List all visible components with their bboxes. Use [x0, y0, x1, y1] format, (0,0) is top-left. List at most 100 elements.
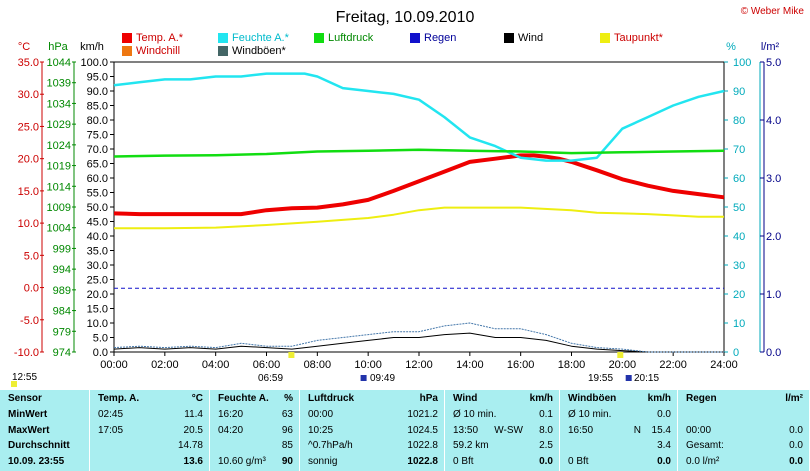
- tick-kmh: 55.0: [87, 188, 108, 200]
- series-temp-a: [113, 153, 725, 217]
- legend-swatch: [122, 33, 132, 43]
- tick-celsius: 35.0: [18, 57, 39, 69]
- marker-sunset: 19:55: [588, 373, 614, 384]
- tick-percent: 10: [733, 318, 745, 330]
- legend-swatch: [218, 33, 228, 43]
- panel-cell-label: 02:45: [98, 409, 124, 420]
- panel-cell-value: 13.6: [183, 456, 203, 467]
- tick-hpa: 974: [53, 347, 71, 359]
- legend-entry: Taupunkt*: [600, 32, 663, 44]
- tick-kmh: 50.0: [87, 202, 108, 214]
- panel-header: Sensor: [8, 393, 42, 404]
- tick-kmh: 85.0: [87, 101, 108, 113]
- legend-label: Luftdruck: [328, 32, 374, 44]
- plot-frame: [113, 61, 725, 353]
- tick-hpa: 1029: [47, 119, 71, 131]
- marker-left-time: 12:55: [12, 372, 38, 383]
- panel-unit: l/m²: [785, 393, 803, 404]
- panel-cell-label: 17:05: [98, 425, 124, 436]
- panel-cell-label: 10.09. 23:55: [8, 456, 65, 467]
- panel-cell-value: 14.78: [177, 440, 203, 451]
- panel-cell-label: 04:20: [218, 425, 244, 436]
- chart-title: Freitag, 10.09.2010: [336, 9, 475, 26]
- tick-hpa: 999: [53, 243, 71, 255]
- tick-hpa: 994: [53, 264, 71, 276]
- tick-kmh: 60.0: [87, 173, 108, 185]
- tick-x: 20:00: [609, 359, 637, 371]
- legend-entry: Windböen*: [218, 45, 286, 57]
- tick-percent: 0: [733, 347, 739, 359]
- tick-celsius: -10.0: [14, 347, 39, 359]
- tick-x: 14:00: [456, 359, 484, 371]
- tick-kmh: 15.0: [87, 304, 108, 316]
- panel-unit: km/h: [529, 393, 553, 404]
- tick-x: 08:00: [304, 359, 332, 371]
- tick-celsius: 0.0: [24, 283, 39, 295]
- tick-hpa: 1024: [47, 140, 71, 152]
- panel-unit: °C: [191, 393, 203, 404]
- tick-x: 10:00: [354, 359, 382, 371]
- tick-hpa: 989: [53, 285, 71, 297]
- stats-panel: Sensor MinWert MaxWert Durchschnitt 10.09. 2…: [0, 390, 810, 471]
- panel-cell-value: 85: [281, 440, 293, 451]
- tick-kmh: 20.0: [87, 289, 108, 301]
- tick-x: 00:00: [100, 359, 128, 371]
- tick-hpa: 1044: [47, 57, 71, 69]
- tick-percent: 30: [733, 260, 745, 272]
- tick-hpa: 1019: [47, 161, 71, 173]
- panel-unit: %: [284, 393, 293, 404]
- tick-hpa: 984: [53, 306, 71, 318]
- panel-cell-label: 10:25: [308, 425, 334, 436]
- tick-rain: 1.0: [766, 289, 781, 301]
- panel-header: Temp. A.: [98, 393, 140, 404]
- tick-kmh: 5.0: [93, 333, 108, 345]
- tick-x: 16:00: [507, 359, 535, 371]
- legend-entry: Regen: [410, 32, 456, 44]
- panel-cell-value: 0.0: [789, 440, 803, 451]
- tick-percent: 20: [733, 289, 745, 301]
- panel-cell-label: 00:00: [308, 409, 334, 420]
- panel-cell-label: ^0.7hPa/h: [308, 440, 353, 451]
- series-taupunkt: [114, 206, 724, 230]
- panel-cell-value: 1022.8: [407, 456, 438, 467]
- tick-hpa: 1004: [47, 223, 71, 235]
- panel-column: Sensor MinWert MaxWert Durchschnitt 10.09. 2…: [0, 390, 90, 471]
- tick-rain: 0.0: [766, 347, 781, 359]
- panel-cell-label: 16:20: [218, 409, 244, 420]
- panel-cell-value: 15.4: [651, 425, 671, 436]
- legend-entry: Feuchte A.*: [218, 32, 289, 44]
- panel-cell-label: 0 Bft: [453, 456, 474, 467]
- series-feuchte-a: [113, 72, 725, 162]
- panel-header: Regen: [686, 393, 717, 404]
- panel-column: Temp. A. °C 02:45 11.4 17:05 20.5 14.78 13.6: [90, 390, 210, 471]
- tick-percent: 80: [733, 115, 745, 127]
- panel-cell-value: 96: [281, 425, 293, 436]
- tick-kmh: 90.0: [87, 86, 108, 98]
- tick-celsius: -5.0: [20, 315, 39, 327]
- sun-marker-icon: [617, 352, 624, 358]
- unit-percent: %: [726, 41, 736, 53]
- tick-kmh: 65.0: [87, 159, 108, 171]
- panel-cell-value: 0.0: [657, 456, 671, 467]
- marker-sunset2: 20:15: [634, 373, 660, 384]
- panel-header: Wind: [453, 393, 478, 404]
- tick-percent: 90: [733, 86, 745, 98]
- tick-celsius: 30.0: [18, 89, 39, 101]
- panel-cell-label: Ø 10 min.: [453, 409, 497, 420]
- legend-swatch: [410, 33, 420, 43]
- legend-entry: Luftdruck: [314, 32, 373, 44]
- series-wind: [113, 332, 724, 353]
- legend-entry: Wind: [504, 32, 543, 44]
- panel-cell-label: 16:50: [568, 425, 594, 436]
- panel-cell-value: 63: [281, 409, 293, 420]
- legend-label: Taupunkt*: [614, 32, 663, 44]
- tick-rain: 2.0: [766, 231, 781, 243]
- panel-unit: km/h: [647, 393, 671, 404]
- sun-marker-icon: [360, 375, 367, 381]
- tick-celsius: 10.0: [18, 218, 39, 230]
- panel-cell-dir: N: [633, 425, 641, 436]
- legend-entry: Temp. A.*: [122, 32, 183, 44]
- tick-celsius: 25.0: [18, 121, 39, 133]
- sun-marker-icon: [625, 375, 632, 381]
- tick-kmh: 80.0: [87, 115, 108, 127]
